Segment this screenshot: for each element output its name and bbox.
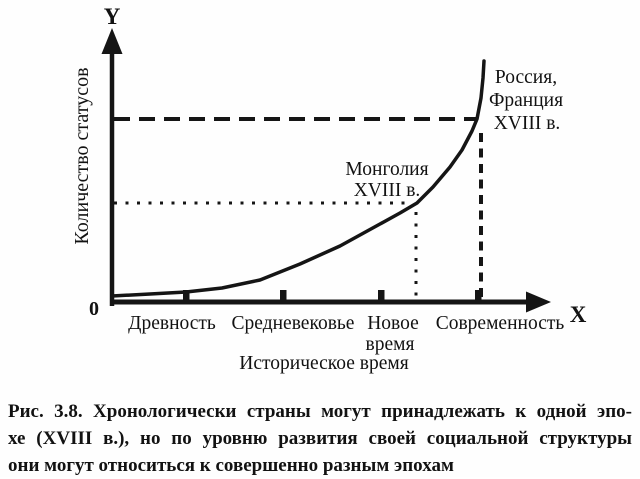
growth-curve [110, 59, 486, 298]
annotation-russia-line3: XVIII в. [494, 113, 561, 134]
category-modern-line2: время [366, 334, 415, 355]
y-axis-arrowhead-icon [101, 28, 123, 54]
x-category-labels: Древность Средневековье Новое время Совр… [128, 313, 564, 355]
x-tick-2 [280, 290, 287, 303]
caption-line-1: Рис. 3.8. Хронологически страны могут пр… [8, 398, 632, 425]
x-axis: X 0 [89, 290, 587, 327]
x-tick-4 [475, 290, 482, 303]
figure-caption: Рис. 3.8. Хронологически страны могут пр… [8, 398, 632, 479]
category-medieval: Средневековье [232, 313, 355, 334]
dashed-guides-russia-france [114, 117, 483, 300]
y-axis-title: Количество статусов [71, 67, 93, 244]
x-tick-3 [378, 290, 385, 303]
category-ancient: Древность [128, 313, 216, 334]
annotation-mongolia-line1: Монголия [345, 159, 428, 180]
x-tick-1 [183, 290, 190, 303]
category-contemporary: Современность [436, 313, 565, 334]
origin-label: 0 [89, 298, 99, 320]
annotation-mongolia: Монголия XVIII в. [345, 159, 428, 201]
dotted-guides-mongolia [114, 201, 418, 300]
caption-line-3: они могут относиться к совершенно разным… [8, 455, 454, 476]
annotation-russia-line2: Франция [489, 90, 563, 111]
y-axis-letter: Y [104, 4, 121, 29]
caption-line-1-text: Хронологически страны могут принадлежать… [82, 401, 632, 422]
caption-line-2: хе (XVIII в.), но по уровню развития сво… [8, 428, 632, 449]
figure-number: Рис. 3.8. [8, 401, 83, 422]
category-modern-line1: Новое [367, 313, 419, 334]
x-axis-letter: X [570, 302, 587, 327]
y-axis: Y Количество статусов [71, 4, 123, 306]
x-axis-title: Историческое время [239, 353, 408, 374]
x-axis-arrowhead-icon [526, 291, 551, 313]
annotation-mongolia-line2: XVIII в. [354, 180, 421, 201]
annotation-russia-line1: Россия, [495, 67, 557, 88]
annotation-russia-france: Россия, Франция XVIII в. [489, 67, 563, 134]
status-growth-diagram: Y Количество статусов X 0 [71, 4, 587, 374]
